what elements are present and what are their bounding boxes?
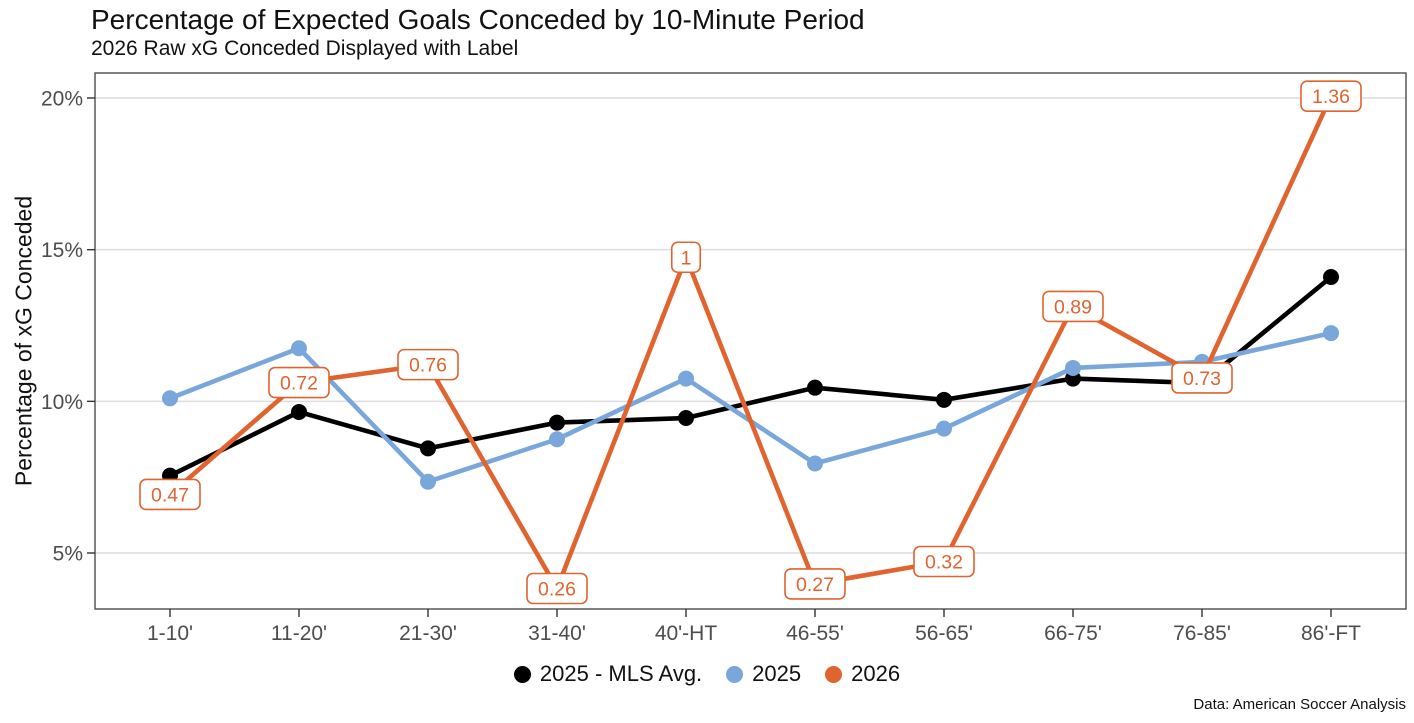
series-point [807, 379, 823, 396]
value-label-box [1171, 362, 1233, 394]
value-label: 1.36 [1312, 86, 1350, 108]
x-tick-label: 56-65' [915, 622, 973, 645]
x-tick-label: 86'-FT [1301, 622, 1361, 645]
x-tick-label: 11-20' [271, 622, 327, 645]
x-tick-label: 21-30' [399, 622, 457, 645]
y-tick-label: 20% [41, 88, 83, 111]
series-point [1065, 359, 1081, 376]
series-point [936, 420, 952, 437]
panel-border [94, 72, 1407, 610]
legend-dot-black [513, 665, 531, 683]
value-label-box [670, 241, 702, 274]
value-label-box [784, 568, 846, 600]
legend-label: 2026 [851, 661, 901, 686]
page-title: Percentage of Expected Goals Conceded by… [91, 4, 865, 35]
y-tick-label: 10% [41, 391, 83, 414]
x-tick-label: 1-10' [147, 622, 193, 645]
series-point [420, 473, 436, 490]
series-point [678, 410, 694, 427]
value-label-box [1042, 290, 1104, 323]
value-label: 0.89 [1054, 296, 1092, 318]
y-axis-title: Percentage of xG Conceded [10, 195, 37, 487]
chart-subtitle: 2026 Raw xG Conceded Displayed with Labe… [91, 37, 519, 60]
series-point [291, 340, 307, 357]
value-label-box [268, 366, 330, 399]
legend-item-2026: 2026 [825, 661, 900, 687]
legend-dot-blue [726, 665, 744, 683]
series-point [1323, 268, 1339, 285]
value-label-box [139, 478, 201, 511]
value-label: 0.73 [1183, 368, 1221, 390]
value-label: 0.32 [925, 551, 963, 573]
series-point [549, 431, 565, 448]
legend-label: 2025 - MLS Avg. [539, 661, 703, 686]
x-tick-label: 46-55' [786, 622, 844, 645]
value-label-box [913, 545, 975, 578]
x-tick-label: 76-85' [1173, 622, 1231, 645]
value-label-box [526, 572, 588, 605]
series-point [678, 370, 694, 387]
data-source-caption: Data: American Soccer Analysis [1193, 696, 1406, 713]
series-point [291, 403, 307, 420]
x-tick-label: 40'-HT [655, 622, 718, 645]
series-line-2 [167, 93, 1334, 591]
legend-dot-orange [825, 665, 843, 683]
series-point [807, 455, 823, 472]
series-point [549, 414, 565, 431]
legend: 2025 - MLS Avg. 2025 2026 [0, 661, 1414, 687]
x-tick-label: 66-75' [1044, 622, 1102, 645]
value-label: 0.72 [280, 373, 318, 395]
x-tick-label: 31-40' [528, 622, 586, 645]
y-tick-label: 15% [41, 239, 83, 262]
y-tick-label: 5% [53, 543, 83, 566]
value-label: 0.26 [538, 578, 576, 600]
value-label: 0.76 [409, 355, 447, 377]
legend-item-mls-avg: 2025 - MLS Avg. [513, 661, 703, 687]
value-label: 1 [681, 247, 692, 269]
value-label: 0.27 [796, 574, 834, 596]
series-point [162, 390, 178, 407]
value-label: 0.47 [151, 484, 189, 506]
value-label-box [397, 348, 459, 381]
series-line-0 [167, 274, 1334, 478]
value-label-box [1300, 80, 1362, 112]
series-point [420, 440, 436, 457]
legend-item-2025: 2025 [726, 661, 801, 687]
legend-label: 2025 [752, 661, 802, 686]
series-point [1323, 325, 1339, 342]
series-point [936, 391, 952, 408]
